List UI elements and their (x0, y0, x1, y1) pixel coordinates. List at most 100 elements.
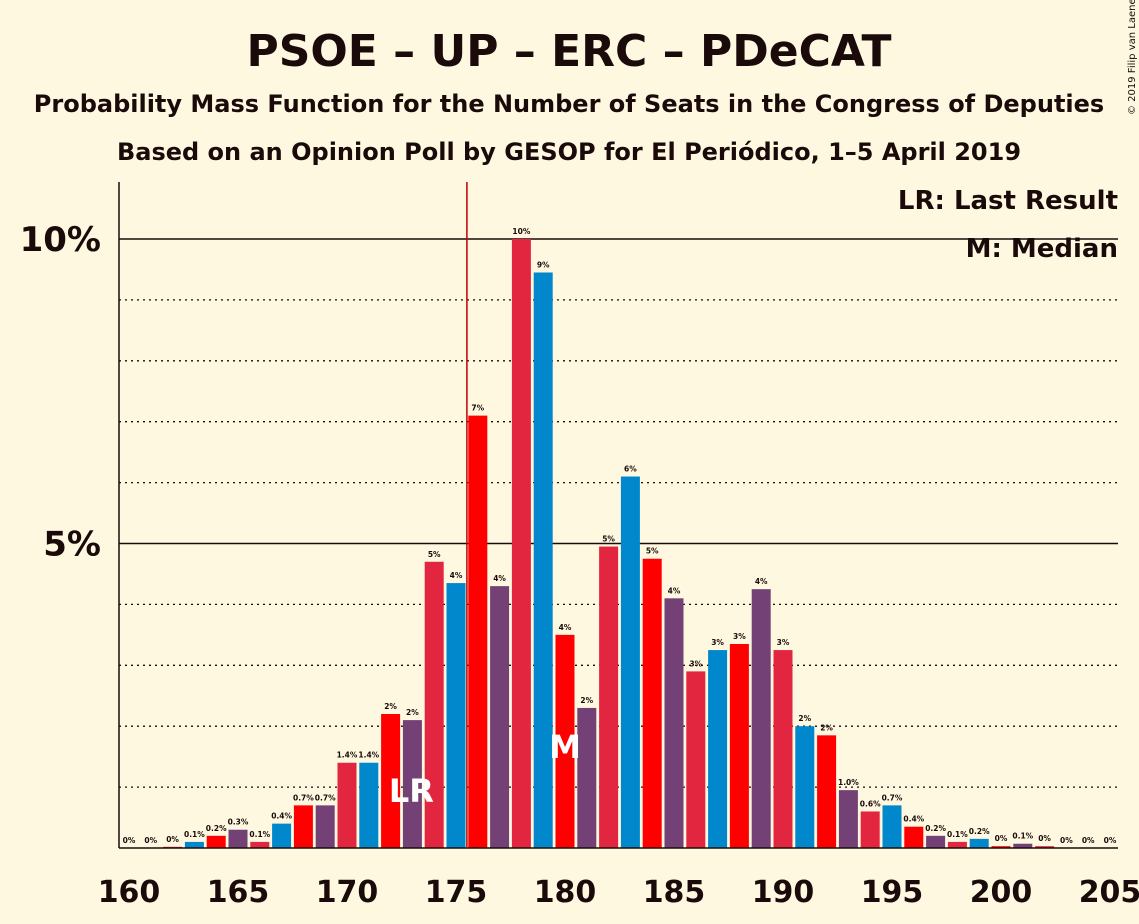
bar-label-seat-190: 3% (777, 638, 790, 647)
axes-group (118, 182, 1118, 849)
bar-seat-183 (620, 476, 640, 848)
bar-label-seat-182: 5% (602, 535, 615, 544)
bar-label-seat-188: 3% (733, 632, 746, 641)
bar-seat-165 (228, 829, 248, 848)
bar-seat-184 (642, 558, 662, 848)
bar-label-seat-171: 1.4% (358, 751, 379, 760)
bar-seat-189 (751, 589, 771, 848)
legend-median: M: Median (966, 234, 1118, 264)
bar-label-seat-203: 0% (1060, 836, 1073, 845)
bar-label-seat-197: 0.2% (925, 824, 946, 833)
bar-label-seat-163: 0.1% (184, 830, 205, 839)
bar-label-seat-161: 0% (144, 836, 157, 845)
bar-label-seat-173: 2% (406, 708, 419, 717)
bar-label-seat-195: 0.7% (882, 793, 903, 802)
x-tick-label: 180 (534, 875, 597, 910)
x-tick-label: 175 (425, 875, 488, 910)
bar-label-seat-184: 5% (646, 547, 659, 556)
bar-seat-195 (882, 805, 902, 848)
bar-label-seat-183: 6% (624, 465, 637, 474)
last-result-marker: LR (389, 772, 434, 810)
bar-label-seat-176: 7% (471, 404, 484, 413)
bar-label-seat-194: 0.6% (860, 799, 881, 808)
bar-label-seat-160: 0% (123, 836, 136, 845)
bar-label-seat-204: 0% (1082, 836, 1095, 845)
bar-seat-202 (1035, 846, 1055, 848)
bar-label-seat-167: 0.4% (271, 812, 292, 821)
bar-label-seat-169: 0.7% (315, 793, 336, 802)
x-tick-label: 170 (316, 875, 379, 910)
bar-label-seat-185: 4% (668, 586, 681, 595)
bar-seat-166 (250, 841, 270, 848)
bar-label-seat-181: 2% (580, 696, 593, 705)
y-tick-label: 5% (43, 525, 101, 565)
copyright-text: © 2019 Filip van Laenen (1127, 0, 1138, 115)
bar-label-seat-199: 0.2% (969, 827, 990, 836)
bar-label-seat-193: 1.0% (838, 778, 859, 787)
bar-label-seat-172: 2% (384, 702, 397, 711)
bar-label-seat-187: 3% (711, 638, 724, 647)
bar-seat-172 (381, 714, 401, 848)
bar-seat-175 (446, 583, 466, 848)
bar-seat-170 (337, 762, 357, 848)
bar-seat-174 (424, 561, 444, 848)
bar-seat-201 (1013, 843, 1033, 848)
bar-seat-185 (664, 598, 684, 848)
legend-last-result: LR: Last Result (898, 186, 1118, 216)
bar-label-seat-175: 4% (450, 571, 463, 580)
bar-label-seat-180: 4% (559, 623, 572, 632)
bar-label-seat-165: 0.3% (228, 818, 249, 827)
bar-seat-163 (184, 841, 204, 848)
y-axis-ticks: 5% 10% (20, 220, 101, 565)
bar-seat-182 (599, 546, 619, 848)
chart-title: PSOE – UP – ERC – PDeCAT (246, 26, 891, 77)
bar-seat-171 (359, 762, 379, 848)
bars-group (163, 239, 1055, 848)
bar-label-seat-166: 0.1% (249, 830, 270, 839)
bar-seat-188 (729, 643, 749, 848)
bar-label-seat-201: 0.1% (1012, 832, 1033, 841)
bar-seat-190 (773, 650, 793, 848)
x-tick-label: 190 (752, 875, 815, 910)
bar-label-seat-192: 2% (820, 723, 833, 732)
bar-seat-180 (555, 634, 575, 848)
bar-labels-group: 0% 0% 0%0.1%0.2%0.3%0.1%0.4%0.7% 0.7%1.4% 1.… (123, 227, 1117, 845)
bar-label-seat-205: 0% (1104, 836, 1117, 845)
bar-label-seat-168: 0.7% (293, 793, 314, 802)
bar-seat-193 (838, 790, 858, 848)
x-tick-label: 165 (207, 875, 270, 910)
bar-seat-164 (206, 835, 226, 848)
bar-label-seat-174: 5% (428, 550, 441, 559)
bar-seat-167 (272, 823, 292, 848)
bar-seat-199 (969, 838, 989, 848)
bar-label-seat-202: 0% (1038, 834, 1051, 843)
bar-seat-178 (511, 239, 531, 848)
bar-seat-200 (991, 846, 1011, 848)
bar-seat-181 (577, 707, 597, 848)
bar-seat-179 (533, 272, 553, 848)
bar-label-seat-170: 1.4% (337, 751, 358, 760)
bar-seat-186 (686, 671, 706, 848)
bar-seat-194 (860, 811, 880, 848)
grid-lines (119, 238, 1118, 788)
bar-seat-177 (490, 586, 510, 848)
bar-label-seat-179: 9% (537, 260, 550, 269)
chart-subtitle-1: Probability Mass Function for the Number… (34, 90, 1104, 118)
bar-seat-196 (904, 826, 924, 848)
bar-seat-176 (468, 415, 488, 848)
bar-seat-192 (817, 735, 837, 848)
x-tick-label: 195 (861, 875, 924, 910)
bar-label-seat-198: 0.1% (947, 830, 968, 839)
bar-label-seat-164: 0.2% (206, 824, 227, 833)
y-tick-label: 10% (20, 220, 101, 260)
bar-seat-169 (315, 805, 335, 848)
bar-label-seat-189: 4% (755, 577, 768, 586)
bar-seat-197 (926, 835, 946, 848)
x-tick-label: 200 (970, 875, 1033, 910)
x-tick-label: 160 (98, 875, 161, 910)
bar-label-seat-200: 0% (995, 834, 1008, 843)
x-tick-label: 205 (1079, 875, 1139, 910)
bar-label-seat-191: 2% (798, 714, 811, 723)
bar-seat-198 (947, 841, 967, 848)
